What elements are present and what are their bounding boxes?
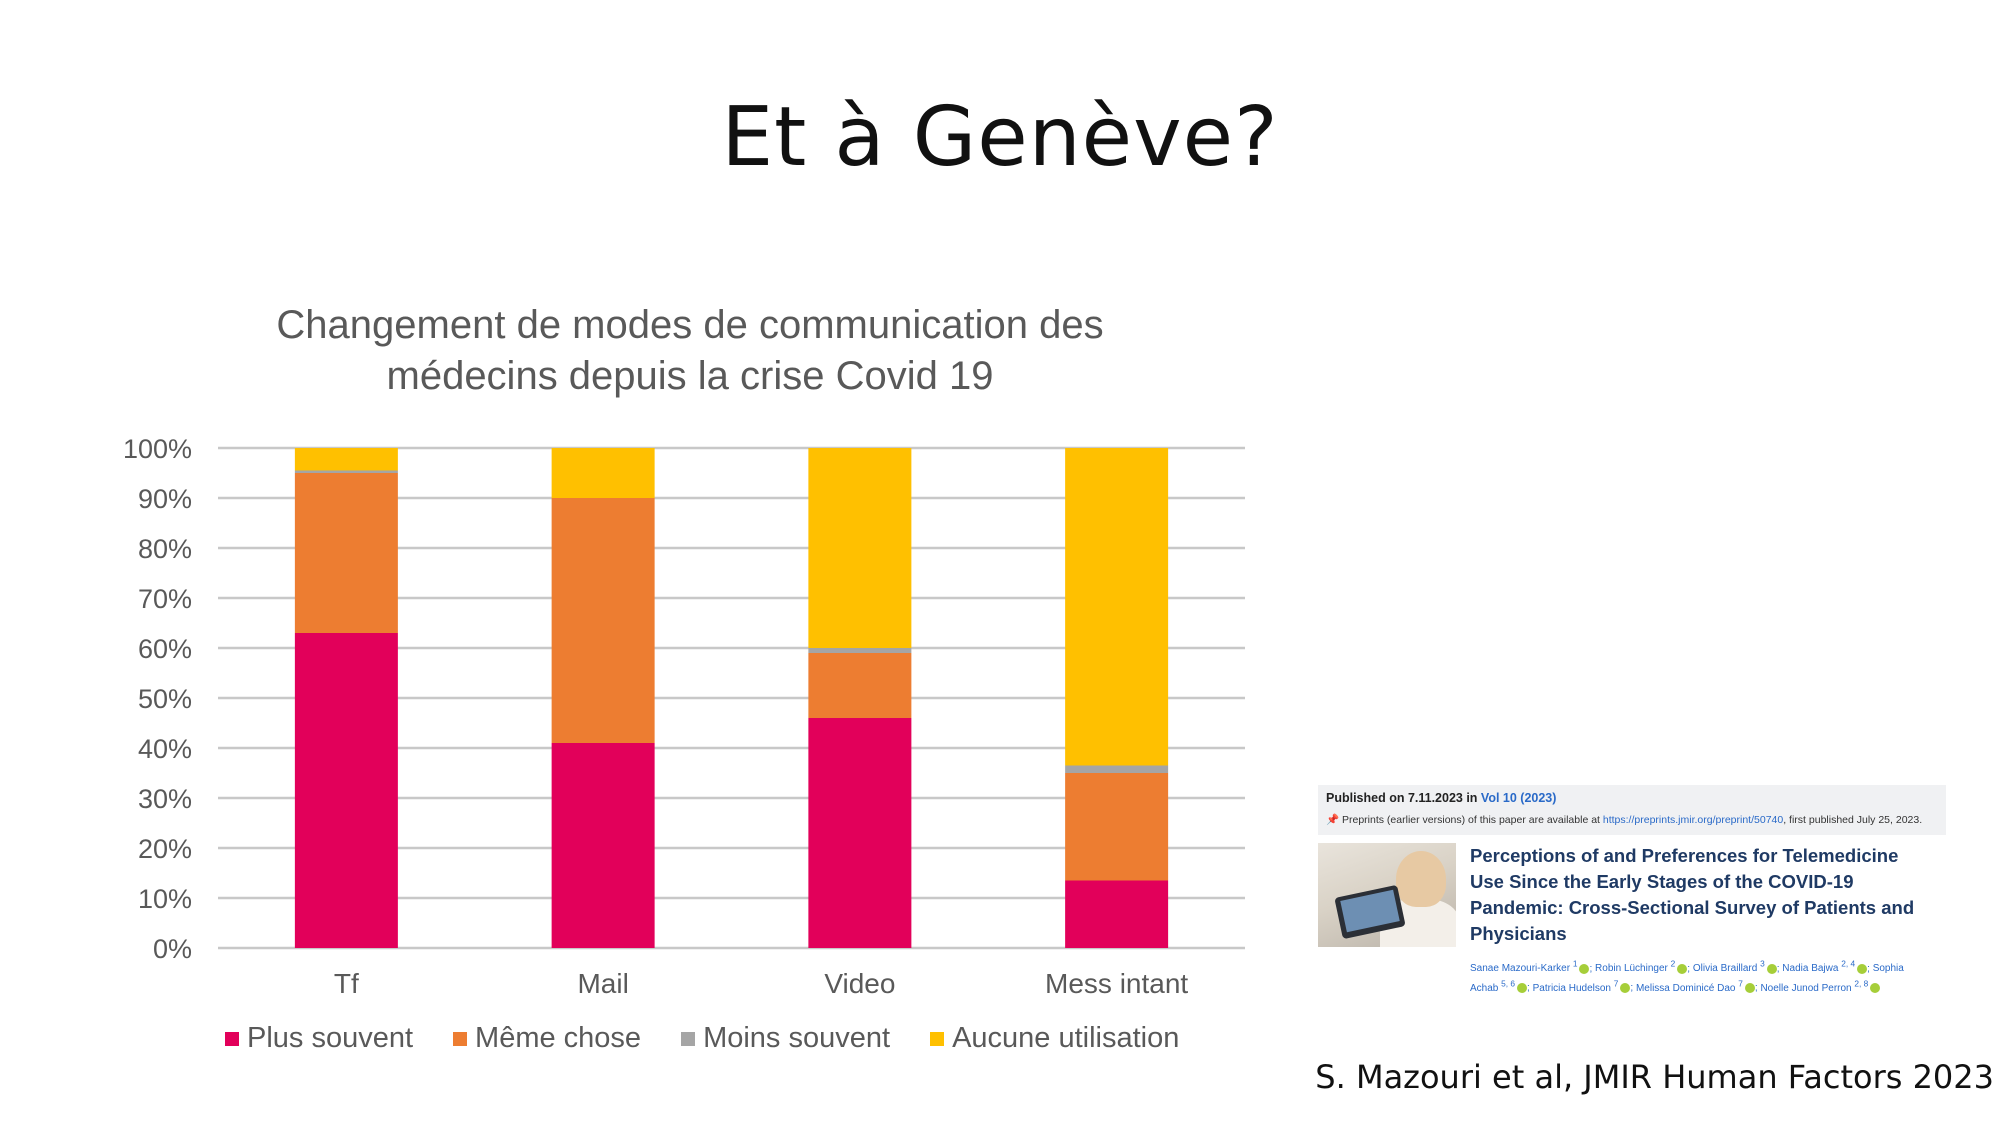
bar-segment	[294, 633, 398, 948]
legend-swatch	[453, 1031, 468, 1046]
author-name[interactable]: Olivia Braillard 3	[1693, 959, 1777, 974]
author-affiliation: 7	[1613, 978, 1619, 989]
published-prefix: Published on 7.11.2023 in	[1326, 791, 1481, 805]
y-tick-label: 100%	[123, 434, 192, 464]
article-title[interactable]: Perceptions of and Preferences for Telem…	[1470, 845, 1915, 944]
pin-icon: 📌	[1326, 814, 1340, 826]
author-name[interactable]: Sanae Mazouri-Karker 1	[1470, 959, 1590, 974]
y-tick-label: 40%	[138, 734, 192, 764]
legend-swatch	[681, 1031, 696, 1046]
author-name[interactable]: Robin Lüchinger 2	[1595, 959, 1688, 974]
chart-title: Changement de modes de communication des…	[165, 300, 1215, 402]
bar-segment	[551, 743, 655, 948]
bar-segment	[294, 473, 398, 633]
author-affiliation: 2	[1670, 959, 1676, 969]
author-separator: ;	[1867, 963, 1873, 975]
article-header: Published on 7.11.2023 in Vol 10 (2023) …	[1318, 785, 1946, 835]
x-tick-label: Mess intant	[1045, 968, 1188, 999]
preprint-line: 📌 Preprints (earlier versions) of this p…	[1326, 813, 1938, 826]
legend-item: Moins souvent	[681, 1022, 890, 1055]
x-tick-label: Mail	[577, 968, 628, 999]
legend-item: Même chose	[453, 1022, 641, 1055]
legend-label: Aucune utilisation	[952, 1022, 1180, 1054]
y-tick-label: 0%	[153, 934, 192, 964]
legend-label: Moins souvent	[703, 1022, 891, 1054]
legend-label: Même chose	[475, 1022, 642, 1054]
y-tick-label: 20%	[138, 834, 192, 864]
author-name[interactable]: Nadia Bajwa 2, 4	[1782, 959, 1868, 974]
x-tick-label: Tf	[334, 968, 359, 999]
legend-item: Aucune utilisation	[930, 1022, 1179, 1055]
bar-segment	[1065, 448, 1169, 766]
author-name[interactable]: Sophia Achab 5, 6	[1470, 963, 1904, 994]
legend-label: Plus souvent	[247, 1022, 414, 1054]
orcid-icon[interactable]	[1766, 963, 1777, 974]
orcid-icon[interactable]	[1517, 983, 1528, 994]
author-affiliation: 7	[1738, 978, 1743, 989]
chart-title-line-2: médecins depuis la crise Covid 19	[386, 354, 994, 398]
y-tick-label: 30%	[138, 784, 192, 814]
author-name[interactable]: Patricia Hudelson 7	[1533, 978, 1631, 994]
y-tick-label: 10%	[138, 884, 192, 914]
author-affiliation: 2, 4	[1841, 959, 1856, 969]
orcid-icon[interactable]	[1579, 963, 1590, 974]
chart-legend: Plus souvent Même chose Moins souvent Aucun…	[225, 1022, 1179, 1055]
volume-link[interactable]: Vol 10 (2023)	[1480, 791, 1557, 805]
article-citation-card: Published on 7.11.2023 in Vol 10 (2023) …	[1318, 785, 1946, 1005]
preprint-prefix: Preprints (earlier versions) of this pap…	[1342, 814, 1603, 826]
bar-segment	[1065, 773, 1169, 881]
author-affiliation: 5, 6	[1501, 978, 1516, 989]
bar-segment	[1065, 880, 1169, 948]
article-thumbnail	[1318, 843, 1456, 947]
author-affiliation: 1	[1572, 959, 1578, 969]
bar-segment	[294, 448, 398, 471]
article-authors: Sanae Mazouri-Karker 1; Robin Lüchinger …	[1470, 957, 1930, 996]
bar-segment	[808, 648, 912, 653]
y-tick-label: 60%	[138, 634, 192, 664]
article-body: Perceptions of and Preferences for Telem…	[1318, 843, 1946, 996]
author-affiliation: 2, 8	[1854, 978, 1869, 989]
x-tick-label: Video	[824, 968, 895, 999]
y-tick-label: 80%	[138, 534, 192, 564]
orcid-icon[interactable]	[1870, 983, 1881, 994]
bar-segment	[551, 498, 655, 743]
bar-segment	[808, 718, 912, 948]
y-tick-label: 50%	[138, 684, 192, 714]
source-citation: S. Mazouri et al, JMIR Human Factors 202…	[1315, 1058, 1994, 1096]
orcid-icon[interactable]	[1857, 963, 1868, 974]
chart-title-line-1: Changement de modes de communication des	[276, 303, 1104, 347]
bar-segment	[808, 653, 912, 718]
preprint-suffix: , first published July 25, 2023.	[1783, 814, 1923, 826]
author-separator: ;	[1687, 963, 1693, 975]
legend-swatch	[930, 1031, 945, 1046]
bar-segment	[1065, 765, 1169, 773]
bar-segment	[808, 448, 912, 648]
author-separator: ;	[1776, 963, 1783, 975]
author-separator: ;	[1754, 982, 1761, 994]
bar-segment	[551, 448, 655, 498]
author-affiliation: 3	[1760, 959, 1765, 969]
orcid-icon[interactable]	[1677, 963, 1688, 974]
bar-segment	[294, 470, 398, 473]
slide-title: Et à Genève?	[721, 90, 1279, 185]
orcid-icon[interactable]	[1620, 983, 1631, 994]
author-name[interactable]: Noelle Junod Perron 2, 8	[1760, 978, 1881, 994]
preprint-link[interactable]: https://preprints.jmir.org/preprint/5074…	[1602, 814, 1784, 826]
y-tick-label: 90%	[138, 484, 192, 514]
author-separator: ;	[1589, 963, 1596, 975]
legend-item: Plus souvent	[225, 1022, 413, 1055]
author-separator: ;	[1527, 982, 1533, 994]
author-separator: ;	[1630, 982, 1636, 994]
article-text: Perceptions of and Preferences for Telem…	[1470, 843, 1930, 996]
orcid-icon[interactable]	[1744, 983, 1755, 994]
author-name[interactable]: Melissa Dominicé Dao 7	[1636, 978, 1755, 994]
y-tick-label: 70%	[138, 584, 192, 614]
published-line: Published on 7.11.2023 in Vol 10 (2023)	[1326, 791, 1938, 805]
legend-swatch	[225, 1031, 239, 1046]
